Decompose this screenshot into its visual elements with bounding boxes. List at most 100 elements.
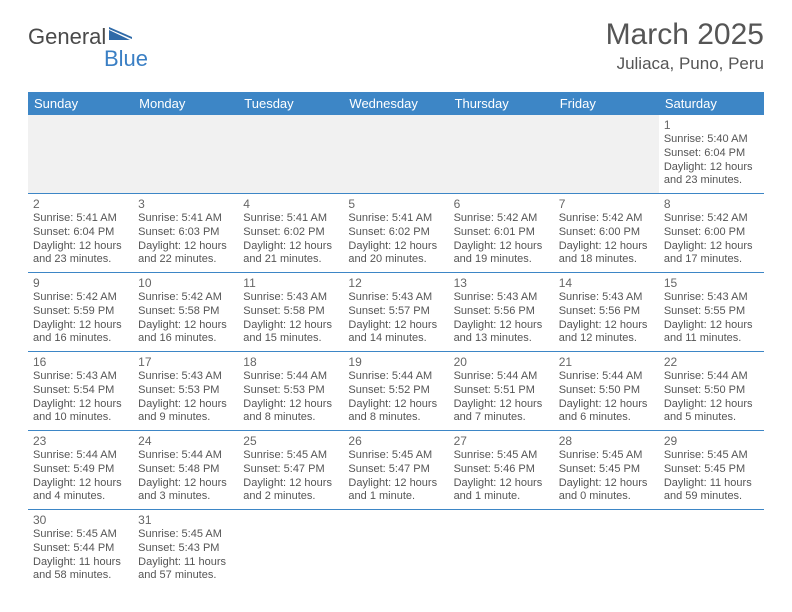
day-sunrise: Sunrise: 5:42 AM	[454, 212, 549, 226]
flag-icon	[108, 27, 134, 45]
calendar-row: 2Sunrise: 5:41 AMSunset: 6:04 PMDaylight…	[28, 194, 764, 273]
day-sunrise: Sunrise: 5:44 AM	[348, 370, 443, 384]
day-number: 19	[348, 355, 443, 369]
calendar-cell: 10Sunrise: 5:42 AMSunset: 5:58 PMDayligh…	[133, 273, 238, 352]
day-number: 24	[138, 434, 233, 448]
day-sunset: Sunset: 5:43 PM	[138, 542, 233, 556]
day-sunrise: Sunrise: 5:45 AM	[138, 528, 233, 542]
day-sunset: Sunset: 5:48 PM	[138, 463, 233, 477]
calendar-cell: 5Sunrise: 5:41 AMSunset: 6:02 PMDaylight…	[343, 194, 448, 273]
calendar-row: 30Sunrise: 5:45 AMSunset: 5:44 PMDayligh…	[28, 510, 764, 589]
day-daylight2: and 20 minutes.	[348, 253, 443, 267]
day-sunrise: Sunrise: 5:44 AM	[559, 370, 654, 384]
day-sunrise: Sunrise: 5:41 AM	[243, 212, 338, 226]
weekday-header: Saturday	[659, 92, 764, 115]
day-sunset: Sunset: 5:53 PM	[138, 384, 233, 398]
calendar-cell	[659, 510, 764, 589]
calendar-cell: 21Sunrise: 5:44 AMSunset: 5:50 PMDayligh…	[554, 352, 659, 431]
day-sunrise: Sunrise: 5:43 AM	[33, 370, 128, 384]
calendar-cell: 23Sunrise: 5:44 AMSunset: 5:49 PMDayligh…	[28, 431, 133, 510]
day-daylight2: and 1 minute.	[454, 490, 549, 504]
day-sunrise: Sunrise: 5:45 AM	[454, 449, 549, 463]
day-number: 17	[138, 355, 233, 369]
calendar-cell: 3Sunrise: 5:41 AMSunset: 6:03 PMDaylight…	[133, 194, 238, 273]
day-daylight2: and 11 minutes.	[664, 332, 759, 346]
calendar-row: 23Sunrise: 5:44 AMSunset: 5:49 PMDayligh…	[28, 431, 764, 510]
day-number: 13	[454, 276, 549, 290]
day-sunrise: Sunrise: 5:44 AM	[138, 449, 233, 463]
day-daylight2: and 8 minutes.	[243, 411, 338, 425]
day-sunrise: Sunrise: 5:44 AM	[664, 370, 759, 384]
day-number: 7	[559, 197, 654, 211]
calendar-cell: 13Sunrise: 5:43 AMSunset: 5:56 PMDayligh…	[449, 273, 554, 352]
weekday-header: Sunday	[28, 92, 133, 115]
calendar-cell: 2Sunrise: 5:41 AMSunset: 6:04 PMDaylight…	[28, 194, 133, 273]
logo-text-general: General	[28, 24, 106, 50]
day-number: 18	[243, 355, 338, 369]
day-daylight2: and 19 minutes.	[454, 253, 549, 267]
day-daylight1: Daylight: 12 hours	[664, 240, 759, 254]
day-daylight1: Daylight: 12 hours	[559, 398, 654, 412]
day-number: 5	[348, 197, 443, 211]
day-sunrise: Sunrise: 5:45 AM	[33, 528, 128, 542]
weekday-header-row: Sunday Monday Tuesday Wednesday Thursday…	[28, 92, 764, 115]
day-daylight2: and 4 minutes.	[33, 490, 128, 504]
day-sunrise: Sunrise: 5:43 AM	[243, 291, 338, 305]
day-daylight2: and 23 minutes.	[664, 174, 759, 188]
day-sunset: Sunset: 6:04 PM	[664, 147, 759, 161]
day-number: 23	[33, 434, 128, 448]
day-daylight1: Daylight: 12 hours	[664, 161, 759, 175]
day-sunset: Sunset: 5:54 PM	[33, 384, 128, 398]
weekday-header: Thursday	[449, 92, 554, 115]
calendar-row: 9Sunrise: 5:42 AMSunset: 5:59 PMDaylight…	[28, 273, 764, 352]
calendar-cell: 26Sunrise: 5:45 AMSunset: 5:47 PMDayligh…	[343, 431, 448, 510]
day-number: 9	[33, 276, 128, 290]
calendar-cell: 28Sunrise: 5:45 AMSunset: 5:45 PMDayligh…	[554, 431, 659, 510]
day-sunset: Sunset: 6:02 PM	[243, 226, 338, 240]
day-sunset: Sunset: 5:58 PM	[243, 305, 338, 319]
day-sunset: Sunset: 6:02 PM	[348, 226, 443, 240]
day-daylight1: Daylight: 11 hours	[138, 556, 233, 570]
day-sunset: Sunset: 6:00 PM	[664, 226, 759, 240]
day-sunrise: Sunrise: 5:45 AM	[243, 449, 338, 463]
logo-text-blue: Blue	[104, 46, 148, 72]
calendar-cell	[449, 510, 554, 589]
day-daylight1: Daylight: 12 hours	[454, 398, 549, 412]
day-daylight1: Daylight: 12 hours	[348, 477, 443, 491]
calendar-cell: 16Sunrise: 5:43 AMSunset: 5:54 PMDayligh…	[28, 352, 133, 431]
day-sunrise: Sunrise: 5:42 AM	[138, 291, 233, 305]
calendar-cell: 11Sunrise: 5:43 AMSunset: 5:58 PMDayligh…	[238, 273, 343, 352]
calendar-cell: 24Sunrise: 5:44 AMSunset: 5:48 PMDayligh…	[133, 431, 238, 510]
day-daylight1: Daylight: 12 hours	[243, 240, 338, 254]
day-number: 14	[559, 276, 654, 290]
day-daylight2: and 22 minutes.	[138, 253, 233, 267]
day-daylight1: Daylight: 12 hours	[33, 398, 128, 412]
day-daylight2: and 8 minutes.	[348, 411, 443, 425]
day-sunrise: Sunrise: 5:43 AM	[454, 291, 549, 305]
calendar-table: Sunday Monday Tuesday Wednesday Thursday…	[28, 92, 764, 588]
calendar-cell: 25Sunrise: 5:45 AMSunset: 5:47 PMDayligh…	[238, 431, 343, 510]
title-block: March 2025 Juliaca, Puno, Peru	[606, 18, 764, 74]
day-daylight2: and 15 minutes.	[243, 332, 338, 346]
day-daylight2: and 18 minutes.	[559, 253, 654, 267]
calendar-cell: 6Sunrise: 5:42 AMSunset: 6:01 PMDaylight…	[449, 194, 554, 273]
day-number: 15	[664, 276, 759, 290]
day-sunrise: Sunrise: 5:42 AM	[664, 212, 759, 226]
day-sunset: Sunset: 5:56 PM	[559, 305, 654, 319]
day-daylight2: and 16 minutes.	[33, 332, 128, 346]
day-sunrise: Sunrise: 5:43 AM	[138, 370, 233, 384]
day-number: 31	[138, 513, 233, 527]
day-daylight1: Daylight: 12 hours	[243, 477, 338, 491]
day-sunrise: Sunrise: 5:42 AM	[559, 212, 654, 226]
calendar-cell	[238, 115, 343, 194]
day-daylight2: and 21 minutes.	[243, 253, 338, 267]
day-daylight2: and 59 minutes.	[664, 490, 759, 504]
day-daylight2: and 0 minutes.	[559, 490, 654, 504]
day-sunset: Sunset: 5:52 PM	[348, 384, 443, 398]
day-number: 16	[33, 355, 128, 369]
day-daylight1: Daylight: 12 hours	[138, 398, 233, 412]
calendar-cell: 17Sunrise: 5:43 AMSunset: 5:53 PMDayligh…	[133, 352, 238, 431]
day-sunrise: Sunrise: 5:45 AM	[348, 449, 443, 463]
calendar-cell: 14Sunrise: 5:43 AMSunset: 5:56 PMDayligh…	[554, 273, 659, 352]
weekday-header: Friday	[554, 92, 659, 115]
